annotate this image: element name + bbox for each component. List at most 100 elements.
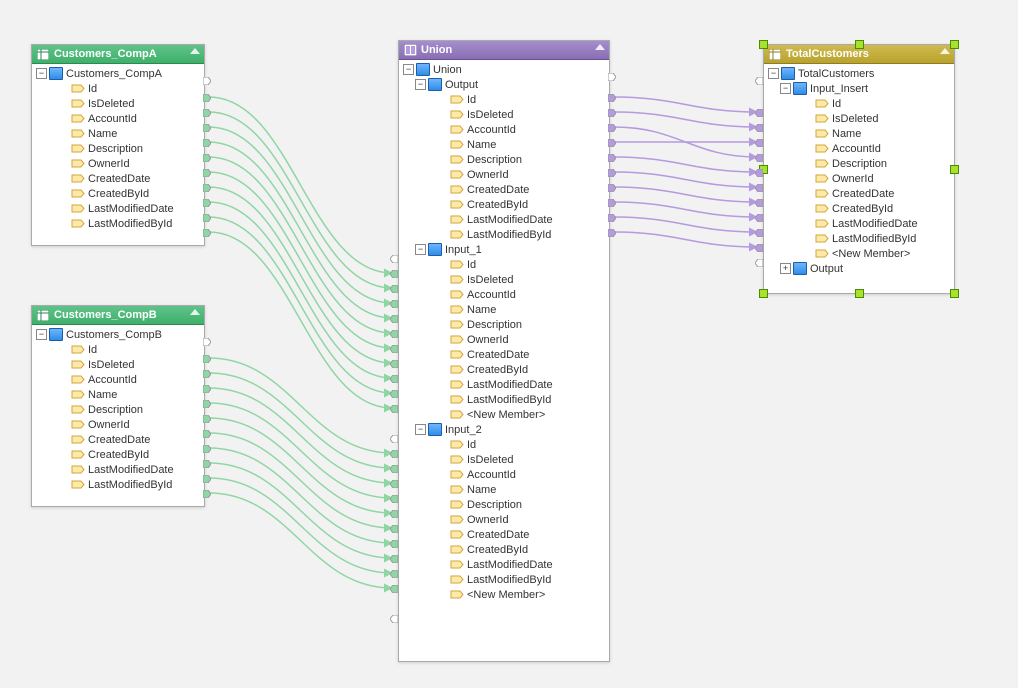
- port[interactable]: [390, 464, 398, 471]
- port[interactable]: [390, 434, 398, 441]
- field-row[interactable]: LastModifiedById: [399, 572, 609, 587]
- field-row[interactable]: IsDeleted: [399, 272, 609, 287]
- field-row[interactable]: OwnerId: [764, 171, 954, 186]
- port[interactable]: [203, 414, 211, 421]
- field-row[interactable]: Name: [399, 482, 609, 497]
- field-row[interactable]: Name: [399, 302, 609, 317]
- port[interactable]: [608, 72, 616, 79]
- port[interactable]: [608, 213, 616, 220]
- node-header[interactable]: Customers_CompA: [32, 45, 204, 64]
- toggle-minus-icon[interactable]: −: [415, 424, 426, 435]
- field-row[interactable]: LastModifiedDate: [399, 377, 609, 392]
- field-row[interactable]: LastModifiedDate: [32, 462, 204, 477]
- field-row[interactable]: CreatedById: [399, 542, 609, 557]
- collapse-arrow-icon[interactable]: [940, 48, 950, 54]
- port[interactable]: [390, 539, 398, 546]
- field-row[interactable]: Name: [32, 387, 204, 402]
- port[interactable]: [203, 369, 211, 376]
- toggle-minus-icon[interactable]: −: [36, 68, 47, 79]
- field-row[interactable]: IsDeleted: [32, 96, 204, 111]
- field-row[interactable]: <New Member>: [399, 407, 609, 422]
- port[interactable]: [203, 123, 211, 130]
- field-row[interactable]: LastModifiedDate: [399, 212, 609, 227]
- field-row[interactable]: <New Member>: [764, 246, 954, 261]
- field-row[interactable]: OwnerId: [32, 417, 204, 432]
- field-row[interactable]: Description: [32, 141, 204, 156]
- field-row[interactable]: Id: [764, 96, 954, 111]
- port[interactable]: [203, 384, 211, 391]
- field-row[interactable]: LastModifiedById: [764, 231, 954, 246]
- field-row[interactable]: AccountId: [764, 141, 954, 156]
- port[interactable]: [203, 489, 211, 496]
- port[interactable]: [203, 459, 211, 466]
- toggle-minus-icon[interactable]: −: [780, 83, 791, 94]
- field-row[interactable]: IsDeleted: [32, 357, 204, 372]
- port[interactable]: [390, 404, 398, 411]
- field-row[interactable]: CreatedDate: [399, 527, 609, 542]
- field-row[interactable]: CreatedById: [764, 201, 954, 216]
- section-row[interactable]: −Input_1: [399, 242, 609, 257]
- selection-handle[interactable]: [855, 289, 864, 298]
- port[interactable]: [203, 198, 211, 205]
- port[interactable]: [390, 254, 398, 261]
- toggle-plus-icon[interactable]: +: [780, 263, 791, 274]
- port[interactable]: [390, 374, 398, 381]
- port[interactable]: [608, 108, 616, 115]
- field-row[interactable]: IsDeleted: [399, 452, 609, 467]
- port[interactable]: [755, 183, 763, 190]
- port[interactable]: [755, 123, 763, 130]
- field-row[interactable]: CreatedDate: [399, 182, 609, 197]
- field-row[interactable]: LastModifiedById: [399, 227, 609, 242]
- field-row[interactable]: Name: [399, 137, 609, 152]
- field-row[interactable]: IsDeleted: [764, 111, 954, 126]
- port[interactable]: [755, 198, 763, 205]
- port[interactable]: [390, 494, 398, 501]
- field-row[interactable]: LastModifiedDate: [32, 201, 204, 216]
- field-row[interactable]: Name: [32, 126, 204, 141]
- port[interactable]: [390, 314, 398, 321]
- field-row[interactable]: LastModifiedDate: [764, 216, 954, 231]
- port[interactable]: [608, 123, 616, 130]
- port[interactable]: [755, 228, 763, 235]
- field-row[interactable]: IsDeleted: [399, 107, 609, 122]
- port[interactable]: [390, 584, 398, 591]
- root-row[interactable]: − Customers_CompA: [32, 66, 204, 81]
- section-row[interactable]: −Input_2: [399, 422, 609, 437]
- field-row[interactable]: OwnerId: [32, 156, 204, 171]
- port[interactable]: [203, 354, 211, 361]
- field-row[interactable]: Description: [399, 152, 609, 167]
- port[interactable]: [390, 344, 398, 351]
- node-header[interactable]: Union: [399, 41, 609, 60]
- field-row[interactable]: AccountId: [399, 122, 609, 137]
- node-customers-compb[interactable]: Customers_CompB − Customers_CompB IdIsDe…: [31, 305, 205, 507]
- field-row[interactable]: AccountId: [399, 467, 609, 482]
- port[interactable]: [390, 329, 398, 336]
- port[interactable]: [390, 269, 398, 276]
- port[interactable]: [203, 228, 211, 235]
- port[interactable]: [390, 524, 398, 531]
- port[interactable]: [608, 138, 616, 145]
- selection-handle[interactable]: [950, 165, 959, 174]
- port[interactable]: [390, 614, 398, 621]
- field-row[interactable]: LastModifiedDate: [399, 557, 609, 572]
- port[interactable]: [390, 554, 398, 561]
- port[interactable]: [203, 93, 211, 100]
- port[interactable]: [390, 509, 398, 516]
- port[interactable]: [390, 299, 398, 306]
- field-row[interactable]: AccountId: [32, 111, 204, 126]
- port[interactable]: [755, 153, 763, 160]
- port[interactable]: [203, 399, 211, 406]
- port[interactable]: [203, 168, 211, 175]
- field-row[interactable]: Description: [399, 317, 609, 332]
- port[interactable]: [203, 153, 211, 160]
- section-row[interactable]: + Output: [764, 261, 954, 276]
- port[interactable]: [203, 429, 211, 436]
- field-row[interactable]: CreatedById: [399, 362, 609, 377]
- field-row[interactable]: CreatedById: [399, 197, 609, 212]
- field-row[interactable]: CreatedDate: [32, 171, 204, 186]
- selection-handle[interactable]: [950, 289, 959, 298]
- port[interactable]: [390, 569, 398, 576]
- port[interactable]: [608, 183, 616, 190]
- selection-handle[interactable]: [855, 40, 864, 49]
- section-row[interactable]: − Input_Insert: [764, 81, 954, 96]
